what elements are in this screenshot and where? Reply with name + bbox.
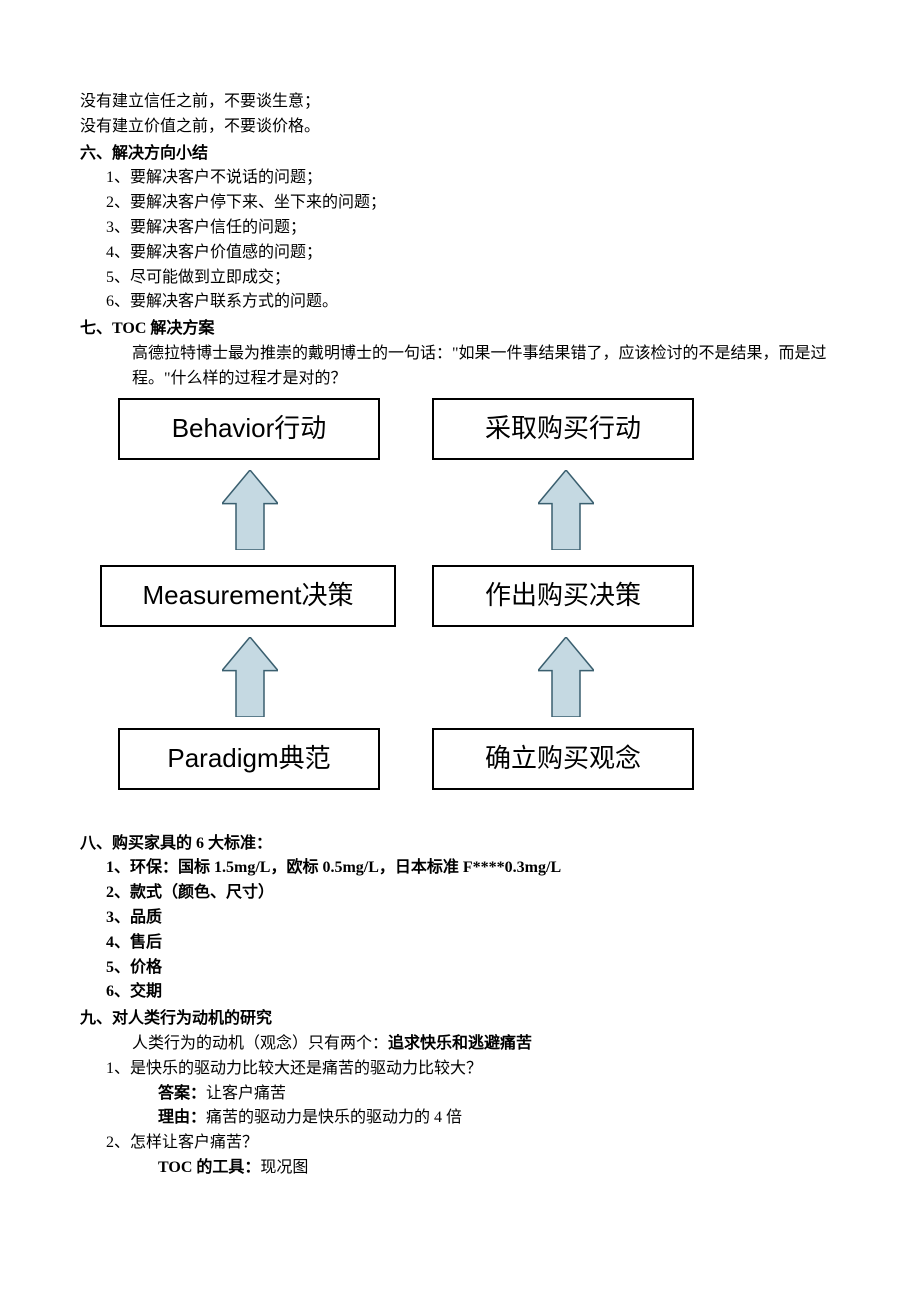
section9-intro-bold: 追求快乐和逃避痛苦 bbox=[388, 1035, 532, 1052]
section8-item: 5、价格 bbox=[106, 956, 840, 981]
flowchart-up-arrow-icon bbox=[538, 637, 594, 717]
section9-q2: 2、怎样让客户痛苦？ bbox=[106, 1131, 840, 1156]
section9-a1: 答案：让客户痛苦 bbox=[158, 1082, 840, 1107]
section9-title: 九、对人类行为动机的研究 bbox=[80, 1007, 840, 1032]
section9-r1-text: 痛苦的驱动力是快乐的驱动力的 4 倍 bbox=[206, 1109, 462, 1126]
section6-item: 1、要解决客户不说话的问题； bbox=[106, 166, 840, 191]
flowchart-node-concept: 确立购买观念 bbox=[432, 728, 694, 790]
section8-title: 八、购买家具的 6 大标准： bbox=[80, 832, 840, 857]
section9-q1: 1、是快乐的驱动力比较大还是痛苦的驱动力比较大？ bbox=[106, 1057, 840, 1082]
section9-a1-text: 让客户痛苦 bbox=[206, 1085, 286, 1102]
section8-item: 3、品质 bbox=[106, 906, 840, 931]
section9-intro: 人类行为的动机（观念）只有两个：追求快乐和逃避痛苦 bbox=[132, 1032, 840, 1057]
section6-title: 六、解决方向小结 bbox=[80, 142, 840, 167]
section8-item: 6、交期 bbox=[106, 980, 840, 1005]
section8-item: 1、环保：国标 1.5mg/L，欧标 0.5mg/L，日本标准 F****0.3… bbox=[106, 856, 840, 881]
intro-line-2: 没有建立价值之前，不要谈价格。 bbox=[80, 115, 840, 140]
section7-para: 高德拉特博士最为推崇的戴明博士的一句话："如果一件事结果错了，应该检讨的不是结果… bbox=[132, 342, 840, 392]
flowchart: Behavior行动采取购买行动 Measurement决策作出购买决策 Parad… bbox=[80, 398, 840, 808]
section9-r1-label: 理由： bbox=[158, 1109, 206, 1126]
section9-tool-label: TOC 的工具： bbox=[158, 1159, 260, 1176]
flowchart-node-behavior: Behavior行动 bbox=[118, 398, 380, 460]
section6-item: 2、要解决客户停下来、坐下来的问题； bbox=[106, 191, 840, 216]
section9-r1: 理由：痛苦的驱动力是快乐的驱动力的 4 倍 bbox=[158, 1106, 840, 1131]
section9-tool-text: 现况图 bbox=[260, 1159, 308, 1176]
section6-item: 5、尽可能做到立即成交； bbox=[106, 266, 840, 291]
flowchart-node-paradigm: Paradigm典范 bbox=[118, 728, 380, 790]
section9-tool: TOC 的工具：现况图 bbox=[158, 1156, 840, 1181]
section9-a1-label: 答案： bbox=[158, 1085, 206, 1102]
section6-item: 4、要解决客户价值感的问题； bbox=[106, 241, 840, 266]
section8-item: 4、售后 bbox=[106, 931, 840, 956]
flowchart-node-measurement: Measurement决策 bbox=[100, 565, 396, 627]
flowchart-node-decision: 作出购买决策 bbox=[432, 565, 694, 627]
flowchart-node-action: 采取购买行动 bbox=[432, 398, 694, 460]
section8-item: 2、款式（颜色、尺寸） bbox=[106, 881, 840, 906]
section6-item: 6、要解决客户联系方式的问题。 bbox=[106, 290, 840, 315]
flowchart-up-arrow-icon bbox=[222, 470, 278, 550]
section7-title: 七、TOC 解决方案 bbox=[80, 317, 840, 342]
section6-item: 3、要解决客户信任的问题； bbox=[106, 216, 840, 241]
section9-intro-prefix: 人类行为的动机（观念）只有两个： bbox=[132, 1035, 388, 1052]
flowchart-up-arrow-icon bbox=[222, 637, 278, 717]
intro-line-1: 没有建立信任之前，不要谈生意； bbox=[80, 90, 840, 115]
flowchart-up-arrow-icon bbox=[538, 470, 594, 550]
